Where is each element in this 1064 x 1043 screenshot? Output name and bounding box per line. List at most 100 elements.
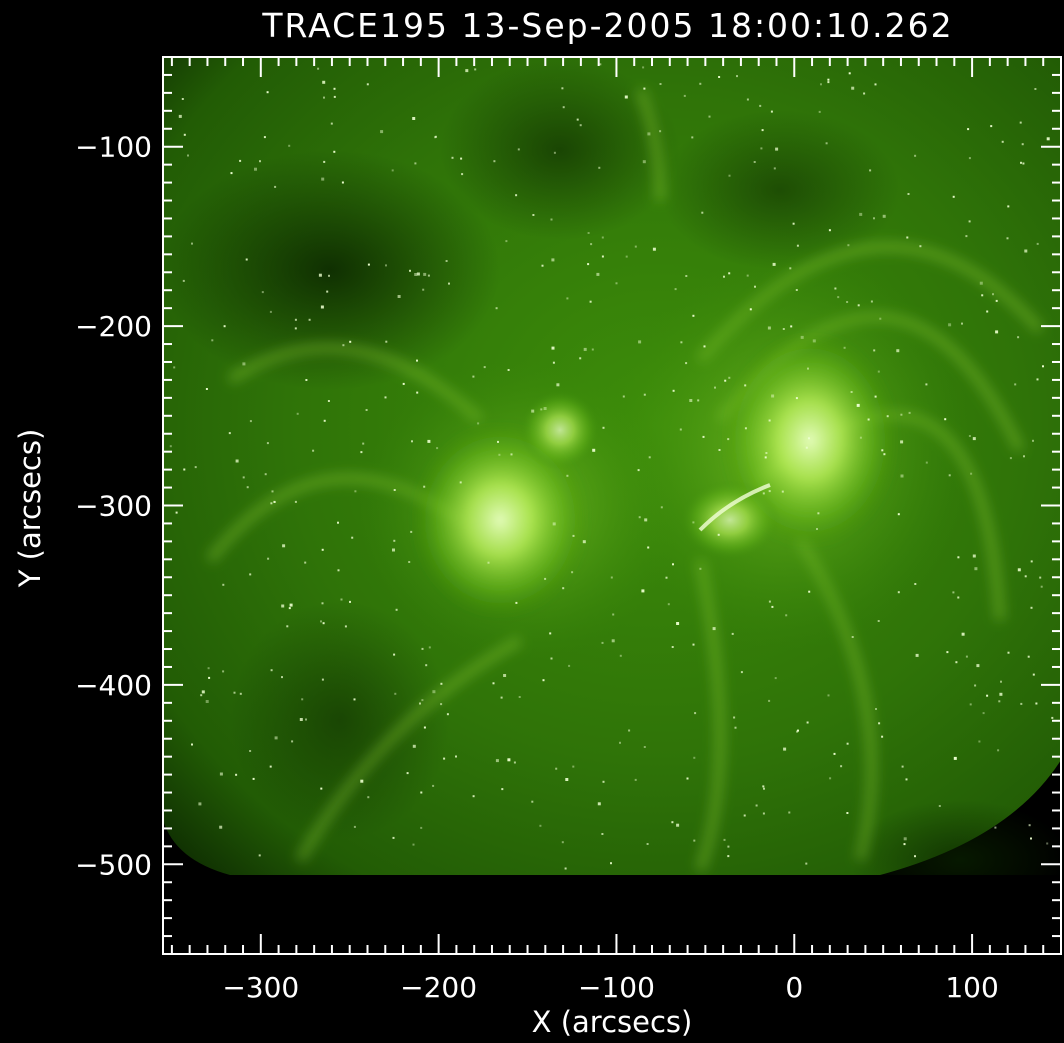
speckle bbox=[434, 136, 437, 139]
speckle bbox=[286, 625, 289, 628]
speckle bbox=[264, 473, 267, 476]
speckle bbox=[879, 317, 882, 320]
speckle bbox=[762, 812, 765, 815]
speckle bbox=[829, 777, 832, 780]
speckle bbox=[416, 272, 420, 276]
speckle bbox=[908, 411, 911, 414]
speckle bbox=[245, 258, 248, 261]
speckle bbox=[643, 87, 646, 90]
speckle bbox=[642, 66, 645, 69]
speckle bbox=[235, 773, 238, 776]
speckle bbox=[414, 162, 417, 165]
speckle bbox=[859, 212, 863, 216]
speckle bbox=[699, 82, 702, 85]
speckle bbox=[683, 94, 686, 97]
speckle bbox=[689, 399, 693, 402]
speckle bbox=[544, 577, 547, 580]
speckle bbox=[1030, 606, 1033, 609]
speckle bbox=[805, 862, 808, 865]
speckle bbox=[974, 684, 977, 687]
speckle bbox=[230, 172, 233, 175]
speckle bbox=[543, 407, 547, 410]
speckle bbox=[411, 440, 413, 443]
speckle bbox=[840, 765, 843, 768]
speckle bbox=[397, 295, 401, 298]
speckle bbox=[919, 245, 922, 248]
speckle bbox=[827, 78, 830, 81]
speckle bbox=[360, 779, 364, 783]
speckle bbox=[549, 632, 552, 635]
speckle bbox=[532, 214, 535, 216]
speckle bbox=[592, 448, 596, 452]
speckle bbox=[952, 195, 955, 198]
speckle bbox=[330, 122, 333, 125]
speckle bbox=[178, 114, 182, 118]
speckle bbox=[846, 742, 849, 745]
speckle bbox=[915, 653, 919, 657]
speckle bbox=[693, 756, 696, 759]
speckle bbox=[1036, 242, 1039, 245]
speckle bbox=[1027, 655, 1030, 658]
speckle bbox=[211, 339, 214, 342]
speckle bbox=[818, 110, 821, 113]
speckle bbox=[568, 664, 571, 667]
speckle bbox=[252, 777, 255, 780]
speckle bbox=[992, 293, 994, 296]
speckle bbox=[517, 148, 520, 151]
speckle bbox=[768, 600, 771, 603]
speckle bbox=[676, 622, 680, 625]
speckle bbox=[965, 235, 968, 238]
speckle bbox=[736, 75, 738, 78]
speckle bbox=[869, 169, 872, 172]
speckle bbox=[602, 426, 605, 429]
speckle bbox=[692, 521, 695, 524]
speckle bbox=[590, 243, 593, 246]
speckle bbox=[967, 128, 970, 131]
speckle bbox=[881, 735, 884, 738]
speckle bbox=[744, 427, 747, 430]
speckle bbox=[772, 262, 776, 266]
speckle bbox=[946, 651, 949, 654]
speckle bbox=[308, 318, 311, 321]
speckle bbox=[294, 318, 297, 321]
speckle bbox=[1032, 673, 1035, 676]
speckle bbox=[770, 110, 773, 113]
speckle bbox=[1023, 455, 1025, 458]
speckle bbox=[445, 260, 448, 262]
speckle bbox=[881, 449, 884, 452]
speckle bbox=[239, 692, 242, 695]
speckle bbox=[857, 304, 860, 307]
speckle bbox=[997, 749, 1000, 752]
speckle bbox=[455, 755, 457, 758]
speckle bbox=[896, 349, 900, 353]
speckle bbox=[385, 340, 388, 343]
speckle bbox=[727, 845, 730, 848]
speckle bbox=[625, 255, 628, 258]
speckle bbox=[495, 759, 499, 763]
speckle bbox=[322, 622, 325, 625]
speckle bbox=[222, 670, 225, 673]
speckle bbox=[326, 290, 329, 293]
speckle bbox=[961, 632, 965, 636]
speckle bbox=[539, 824, 542, 827]
speckle bbox=[598, 166, 601, 169]
speckle bbox=[968, 157, 971, 160]
speckle bbox=[808, 437, 810, 440]
speckle bbox=[402, 382, 405, 385]
speckle bbox=[349, 600, 351, 603]
speckle bbox=[440, 703, 443, 706]
speckle bbox=[425, 664, 428, 667]
speckle bbox=[790, 325, 793, 328]
speckle bbox=[461, 173, 464, 176]
speckle bbox=[886, 415, 889, 418]
speckle bbox=[362, 442, 365, 445]
speckle bbox=[200, 694, 203, 697]
speckle bbox=[906, 236, 909, 239]
speckle bbox=[392, 836, 395, 839]
speckle bbox=[970, 472, 973, 475]
speckle bbox=[294, 327, 297, 330]
speckle bbox=[423, 726, 426, 729]
speckle bbox=[1034, 88, 1037, 90]
speckle bbox=[702, 435, 705, 438]
speckle bbox=[351, 536, 354, 539]
